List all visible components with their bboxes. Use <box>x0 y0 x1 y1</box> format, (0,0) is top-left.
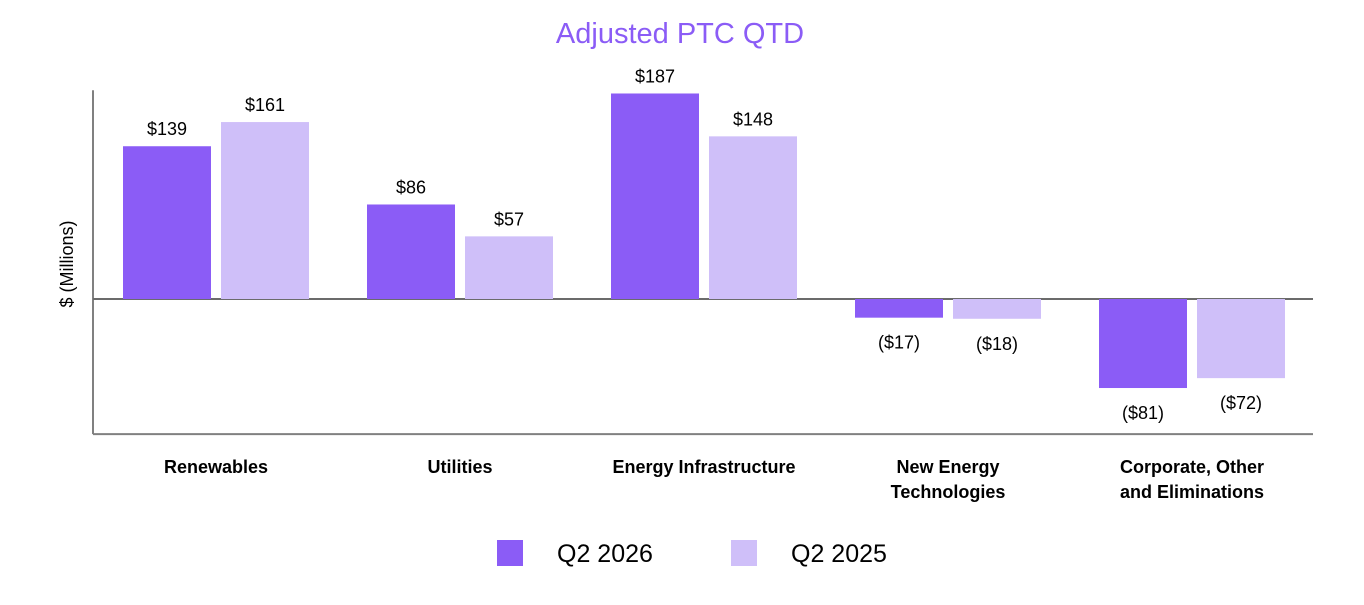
category-label-line: Energy Infrastructure <box>612 457 795 477</box>
category-label: New Energy Technologies <box>891 457 1006 502</box>
category-label-line: Technologies <box>891 482 1006 502</box>
bar-q2-2026-4 <box>1099 299 1187 389</box>
category-label: Renewables <box>164 457 268 477</box>
legend-swatch-q2-2026 <box>497 540 523 566</box>
bar-q2-2026-3 <box>855 299 943 318</box>
data-label: ($81) <box>1122 403 1164 423</box>
data-label: ($72) <box>1220 393 1262 413</box>
data-label: $187 <box>635 66 675 86</box>
category-label-line: Utilities <box>427 457 492 477</box>
data-label: $86 <box>396 177 426 197</box>
bar-q2-2025-1 <box>465 236 553 299</box>
data-label: $139 <box>147 119 187 139</box>
category-label: Utilities <box>427 457 492 477</box>
category-label-line: Corporate, Other <box>1120 457 1264 477</box>
category-label-line: and Eliminations <box>1120 482 1264 502</box>
data-label: $148 <box>733 109 773 129</box>
category-label-line: Renewables <box>164 457 268 477</box>
data-label: $161 <box>245 95 285 115</box>
data-label: ($17) <box>878 333 920 353</box>
bar-q2-2025-3 <box>953 299 1041 319</box>
bar-q2-2025-4 <box>1197 299 1285 379</box>
legend-swatch-q2-2025 <box>731 540 757 566</box>
bar-q2-2026-1 <box>367 204 455 299</box>
legend-label-q2-2026: Q2 2026 <box>557 540 653 568</box>
chart-title: Adjusted PTC QTD <box>556 18 804 50</box>
data-label: ($18) <box>976 334 1018 354</box>
legend-label-q2-2025: Q2 2025 <box>791 540 887 568</box>
bar-q2-2025-0 <box>221 122 309 299</box>
bar-q2-2026-2 <box>611 93 699 299</box>
category-label-line: New Energy <box>896 457 999 477</box>
data-label: $57 <box>494 209 524 229</box>
y-axis-label: $ (Millions) <box>57 220 77 307</box>
category-label: Energy Infrastructure <box>612 457 795 477</box>
bar-q2-2026-0 <box>123 146 211 299</box>
bar-q2-2025-2 <box>709 136 797 299</box>
category-label: Corporate, Other and Eliminations <box>1120 457 1264 502</box>
